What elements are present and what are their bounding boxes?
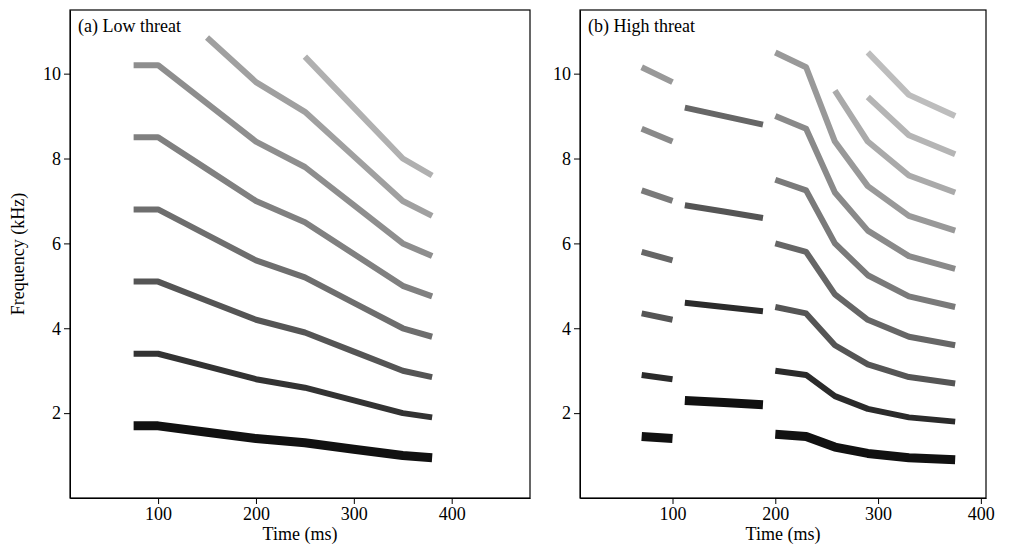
- figure: 100 200 300 400 2 4 6 8 10 Time (ms) Frequency (kH…: [0, 0, 1014, 552]
- y-tick-label: 8: [52, 149, 61, 169]
- y-tick: 4: [562, 319, 580, 339]
- y-tick: 10: [43, 64, 70, 84]
- y-tick-label: 8: [562, 149, 571, 169]
- x-axis-title: Time (ms): [746, 524, 821, 545]
- y-tick-label: 6: [52, 234, 61, 254]
- x-tick: 400: [439, 498, 466, 524]
- harmonic-band: [642, 180, 955, 307]
- harmonic-band: [134, 426, 433, 458]
- x-tick: 300: [865, 498, 892, 524]
- harmonic-band: [134, 65, 433, 256]
- harmonic-band: [642, 400, 955, 459]
- harmonic-band: [207, 38, 432, 216]
- y-tick: 8: [562, 149, 580, 169]
- y-axis: 2 4 6 8 10: [553, 11, 581, 499]
- x-tick: 400: [968, 498, 995, 524]
- panel-title: (b) High threat: [588, 16, 695, 37]
- y-tick-mark: [64, 413, 70, 414]
- y-axis-line: [580, 11, 581, 499]
- panel-title-group: (a) Low threat: [75, 14, 184, 39]
- x-tick-label: 300: [865, 504, 892, 524]
- x-tick-label: 400: [439, 504, 466, 524]
- x-tick: 200: [243, 498, 270, 524]
- y-tick-mark: [64, 74, 70, 75]
- x-tick-label: 200: [762, 504, 789, 524]
- y-tick: 2: [562, 403, 580, 423]
- y-tick-mark: [64, 328, 70, 329]
- plot-frame: [70, 10, 530, 498]
- x-tick-label: 400: [968, 504, 995, 524]
- x-axis: 100 200 300 400: [581, 498, 995, 524]
- y-tick-mark: [64, 159, 70, 160]
- y-tick: 6: [52, 234, 70, 254]
- harmonic-band: [134, 137, 433, 296]
- x-tick: 200: [762, 498, 789, 524]
- y-axis-title: Frequency (kHz): [8, 193, 29, 315]
- y-tick-mark: [574, 74, 580, 75]
- y-tick-mark: [574, 328, 580, 329]
- plot-frame: [580, 10, 986, 498]
- harmonic-band: [134, 282, 433, 377]
- y-tick-label: 4: [562, 319, 571, 339]
- y-tick-label: 10: [43, 64, 61, 84]
- x-tick-label: 100: [145, 504, 172, 524]
- harmonic-band: [305, 57, 432, 176]
- x-tick: 100: [660, 498, 687, 524]
- panel-title-group: (b) High threat: [585, 14, 698, 39]
- y-axis-line: [70, 11, 71, 499]
- harmonic-band: [642, 108, 955, 346]
- y-tick: 8: [52, 149, 70, 169]
- x-tick: 300: [341, 498, 368, 524]
- y-tick: 4: [52, 319, 70, 339]
- plot-marks: [642, 52, 955, 459]
- panel-title: (a) Low threat: [78, 16, 181, 37]
- x-tick-label: 200: [243, 504, 270, 524]
- y-tick-mark: [574, 243, 580, 244]
- x-tick: 100: [145, 498, 172, 524]
- y-tick-label: 2: [52, 403, 61, 423]
- plot-marks: [134, 38, 433, 458]
- y-axis: 2 4 6 8 10: [43, 11, 71, 499]
- y-tick-label: 10: [553, 64, 571, 84]
- panel: 100 200 300 400 2 4 6 8 10 Time (ms) (b) High thre…: [553, 10, 995, 545]
- y-tick: 10: [553, 64, 580, 84]
- x-tick-label: 300: [341, 504, 368, 524]
- harmonic-band: [868, 97, 955, 154]
- harmonic-band: [642, 303, 955, 422]
- y-tick-label: 2: [562, 403, 571, 423]
- harmonic-band: [642, 116, 955, 269]
- harmonic-band: [642, 52, 955, 230]
- y-tick-mark: [64, 243, 70, 244]
- x-axis-line: [581, 498, 987, 499]
- title-background: [75, 14, 184, 39]
- y-tick-label: 4: [52, 319, 61, 339]
- x-axis: 100 200 300 400: [71, 498, 531, 524]
- y-tick: 6: [562, 234, 580, 254]
- y-tick: 2: [52, 403, 70, 423]
- x-tick-label: 100: [660, 504, 687, 524]
- x-axis-title: Time (ms): [263, 524, 338, 545]
- x-axis-line: [71, 498, 531, 499]
- y-tick-mark: [574, 159, 580, 160]
- title-background: [585, 14, 698, 39]
- panel: 100 200 300 400 2 4 6 8 10 Time (ms) Frequency (kH…: [8, 10, 531, 545]
- y-tick-label: 6: [562, 234, 571, 254]
- harmonic-band: [868, 52, 955, 116]
- y-tick-mark: [574, 413, 580, 414]
